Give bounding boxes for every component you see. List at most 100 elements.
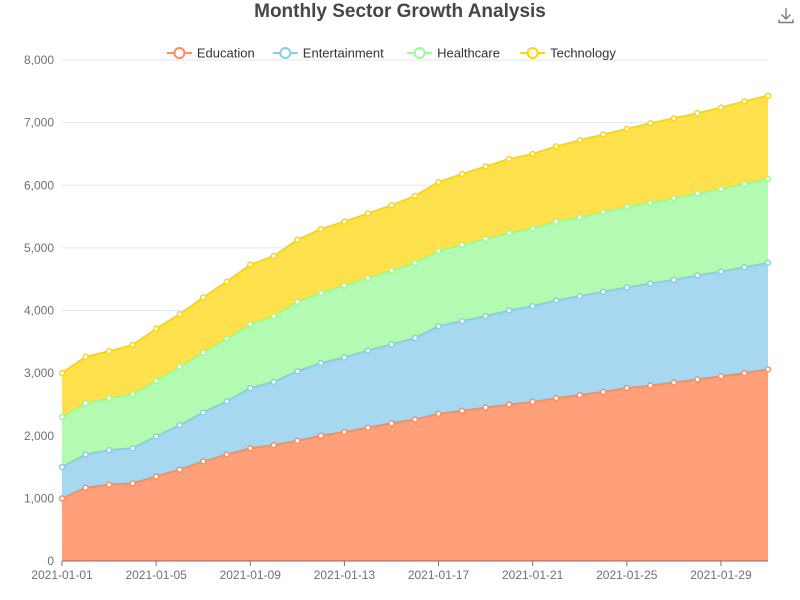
download-icon[interactable] <box>776 5 796 25</box>
point-technology <box>670 114 678 122</box>
point-technology <box>505 155 513 163</box>
legend-label-healthcare: Healthcare <box>437 46 500 61</box>
point-education <box>694 376 701 383</box>
point-healthcare <box>435 247 442 255</box>
point-entertainment <box>600 288 607 295</box>
point-education <box>435 410 442 418</box>
point-technology <box>764 92 772 99</box>
point-education <box>223 451 230 458</box>
point-healthcare <box>552 218 560 225</box>
legend-marker <box>526 47 539 59</box>
point-technology <box>717 104 725 111</box>
legend-item-education[interactable]: Education <box>166 46 255 61</box>
point-entertainment <box>764 259 772 267</box>
point-education <box>364 424 372 431</box>
point-entertainment <box>82 451 89 458</box>
point-technology <box>482 163 489 170</box>
point-healthcare <box>600 208 607 216</box>
x-tick-label: 2021-01-25 <box>596 568 658 582</box>
point-technology <box>364 210 372 217</box>
point-healthcare <box>105 394 113 402</box>
point-education <box>388 419 395 427</box>
legend-item-technology[interactable]: Technology <box>520 46 616 61</box>
axis-layer: 0 1,000 2,000 3,000 4,000 5,000 6,000 7,000 8,00… <box>24 53 768 582</box>
point-entertainment <box>717 268 725 275</box>
point-entertainment <box>223 398 230 405</box>
y-tick-label: 0 <box>47 554 54 568</box>
legend-item-entertainment[interactable]: Entertainment <box>272 46 384 61</box>
point-healthcare <box>388 267 395 274</box>
legend-label-technology: Technology <box>550 46 616 61</box>
point-healthcare <box>623 203 631 210</box>
legend-item-healthcare[interactable]: Healthcare <box>407 46 500 61</box>
point-entertainment <box>176 421 183 429</box>
point-healthcare <box>411 259 419 267</box>
point-entertainment <box>105 446 113 454</box>
y-tick-label: 3,000 <box>24 366 54 380</box>
legend-marker <box>413 47 426 59</box>
point-education <box>58 495 66 502</box>
point-technology <box>152 325 160 332</box>
point-education <box>552 394 560 402</box>
point-education <box>411 416 419 423</box>
point-entertainment <box>458 317 466 325</box>
point-healthcare <box>647 199 654 207</box>
point-technology <box>341 218 348 225</box>
point-education <box>623 384 631 392</box>
point-healthcare <box>199 349 207 356</box>
point-healthcare <box>176 363 183 371</box>
area-technology <box>62 95 768 417</box>
point-technology <box>223 278 230 285</box>
point-education <box>458 407 466 414</box>
point-education <box>764 366 772 373</box>
point-education <box>670 379 678 386</box>
point-healthcare <box>576 213 583 221</box>
point-education <box>341 428 348 436</box>
point-entertainment <box>152 433 160 440</box>
point-technology <box>294 236 301 243</box>
point-entertainment <box>199 409 207 416</box>
point-technology <box>552 143 560 150</box>
point-entertainment <box>129 445 136 452</box>
y-tick-label: 7,000 <box>24 116 54 130</box>
point-entertainment <box>552 297 560 304</box>
point-technology <box>458 170 466 178</box>
point-layer <box>58 92 772 502</box>
legend[interactable]: Education Entertainment Healthcare Technolo… <box>166 46 616 61</box>
point-education <box>317 432 325 439</box>
area-entertainment <box>62 262 768 499</box>
point-technology <box>105 347 113 355</box>
point-education <box>529 398 536 406</box>
point-healthcare <box>82 399 89 407</box>
x-tick-label: 2021-01-13 <box>314 568 376 582</box>
point-education <box>647 382 654 389</box>
point-education <box>600 388 607 396</box>
point-entertainment <box>247 384 254 392</box>
point-healthcare <box>341 282 348 289</box>
point-entertainment <box>58 463 66 471</box>
point-technology <box>623 125 631 133</box>
point-healthcare <box>317 289 325 297</box>
point-entertainment <box>411 334 419 342</box>
point-technology <box>741 98 748 105</box>
point-entertainment <box>388 341 395 348</box>
point-healthcare <box>223 335 230 342</box>
y-tick-label: 5,000 <box>24 241 54 255</box>
y-tick-label: 1,000 <box>24 491 54 505</box>
point-education <box>505 401 513 408</box>
point-technology <box>388 202 395 209</box>
point-healthcare <box>247 321 254 328</box>
area-layer <box>62 95 768 561</box>
legend-marker <box>279 47 292 59</box>
point-education <box>152 473 160 480</box>
legend-label-entertainment: Entertainment <box>303 46 384 61</box>
point-education <box>82 484 89 491</box>
point-healthcare <box>129 391 136 398</box>
point-technology <box>317 225 325 233</box>
x-tick-label: 2021-01-17 <box>408 568 470 582</box>
point-education <box>294 437 301 445</box>
point-technology <box>694 109 701 117</box>
point-entertainment <box>576 292 583 300</box>
point-entertainment <box>623 284 631 291</box>
point-entertainment <box>505 307 513 314</box>
